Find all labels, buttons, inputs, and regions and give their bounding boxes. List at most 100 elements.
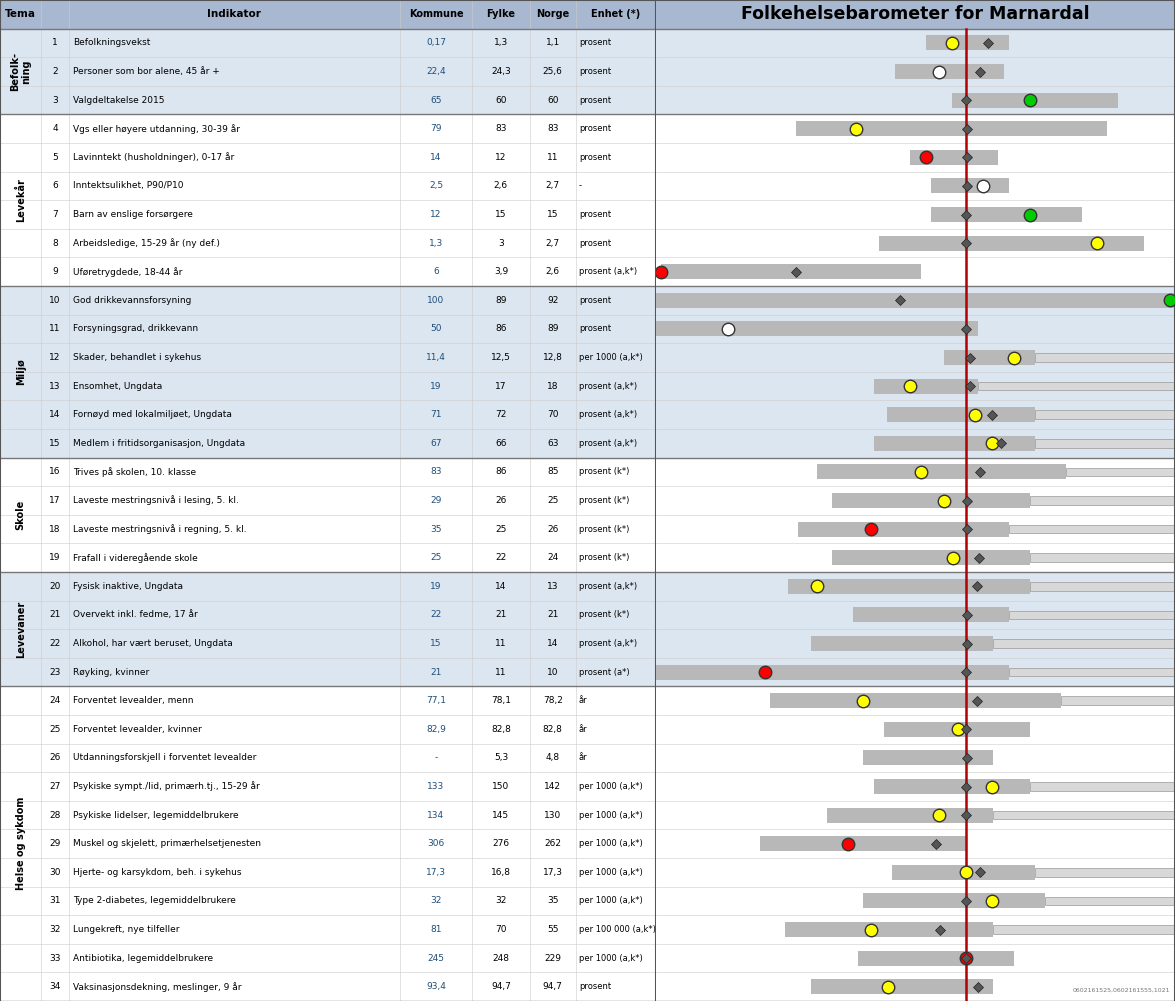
Bar: [656, 601, 1175, 630]
Text: 24: 24: [49, 697, 61, 705]
Text: 18: 18: [548, 381, 558, 390]
Bar: [812, 636, 993, 651]
Text: prosent (k*): prosent (k*): [579, 611, 630, 620]
Text: 262: 262: [544, 839, 562, 848]
Bar: [0, 687, 656, 715]
Bar: [656, 343, 1175, 371]
Text: prosent (k*): prosent (k*): [579, 525, 630, 534]
Text: prosent: prosent: [579, 153, 611, 162]
Text: prosent (a,k*): prosent (a,k*): [579, 582, 637, 591]
Bar: [0, 114, 656, 143]
Text: 94,7: 94,7: [543, 982, 563, 991]
Text: 21: 21: [430, 668, 442, 677]
Bar: [0, 229, 656, 257]
Text: 245: 245: [428, 954, 444, 963]
Text: 55: 55: [548, 925, 558, 934]
Text: 16: 16: [49, 467, 61, 476]
Bar: [1029, 582, 1175, 591]
Text: 150: 150: [492, 782, 510, 791]
Text: 276: 276: [492, 839, 510, 848]
Bar: [0, 257, 656, 286]
Text: 14: 14: [495, 582, 506, 591]
Bar: [656, 114, 1175, 143]
Bar: [0, 972, 656, 1001]
Bar: [1029, 496, 1175, 505]
Bar: [1029, 782, 1175, 791]
Bar: [656, 314, 1175, 343]
Text: 14: 14: [49, 410, 61, 419]
Bar: [0, 887, 656, 915]
Text: Trives på skolen, 10. klasse: Trives på skolen, 10. klasse: [73, 466, 196, 476]
Bar: [853, 608, 1009, 623]
Text: 27: 27: [49, 782, 61, 791]
Bar: [656, 400, 1175, 429]
Bar: [1035, 410, 1175, 419]
Bar: [911, 150, 999, 165]
Text: Tema: Tema: [5, 9, 36, 19]
Bar: [1035, 353, 1175, 361]
Text: 32: 32: [495, 897, 506, 905]
Text: 81: 81: [430, 925, 442, 934]
Bar: [660, 264, 920, 279]
Text: prosent: prosent: [579, 296, 611, 304]
Text: 17: 17: [495, 381, 506, 390]
Text: 6: 6: [52, 181, 58, 190]
Text: Enhet (*): Enhet (*): [591, 9, 640, 19]
Text: 20: 20: [49, 582, 61, 591]
Bar: [1035, 868, 1175, 877]
Text: Indikator: Indikator: [208, 9, 261, 19]
Text: 29: 29: [430, 496, 442, 505]
Bar: [0, 658, 656, 687]
Text: år: år: [579, 697, 588, 705]
Text: 8: 8: [52, 238, 58, 247]
Bar: [656, 457, 1175, 486]
Text: 15: 15: [430, 639, 442, 648]
Text: prosent: prosent: [579, 124, 611, 133]
Text: 21: 21: [495, 611, 506, 620]
Bar: [0, 0, 656, 29]
Text: Barn av enslige forsørgere: Barn av enslige forsørgere: [73, 210, 193, 219]
Text: 5,3: 5,3: [494, 754, 508, 763]
Text: 34: 34: [49, 982, 61, 991]
Text: 229: 229: [544, 954, 562, 963]
Text: 2,7: 2,7: [545, 181, 559, 190]
Text: 10: 10: [49, 296, 61, 304]
Bar: [1061, 697, 1175, 705]
Bar: [656, 658, 1175, 687]
Bar: [0, 601, 656, 630]
Text: Hjerte- og karsykdom, beh. i sykehus: Hjerte- og karsykdom, beh. i sykehus: [73, 868, 241, 877]
Text: 28: 28: [49, 811, 61, 820]
Bar: [656, 687, 1175, 715]
Text: Fylke: Fylke: [486, 9, 516, 19]
Text: 78,2: 78,2: [543, 697, 563, 705]
Bar: [1029, 554, 1175, 562]
Text: 6: 6: [434, 267, 439, 276]
Bar: [978, 381, 1175, 390]
Bar: [864, 751, 993, 766]
Bar: [656, 29, 1175, 57]
Text: 5: 5: [52, 153, 58, 162]
Bar: [0, 86, 656, 114]
Text: 11: 11: [548, 153, 558, 162]
Text: 86: 86: [495, 324, 506, 333]
Text: Forsyningsgrad, drikkevann: Forsyningsgrad, drikkevann: [73, 324, 197, 333]
Text: 29: 29: [49, 839, 61, 848]
Text: prosent: prosent: [579, 324, 611, 333]
Text: 65: 65: [430, 96, 442, 104]
Text: prosent: prosent: [579, 210, 611, 219]
Text: Uføretrygdede, 18-44 år: Uføretrygdede, 18-44 år: [73, 266, 182, 276]
Bar: [0, 286, 656, 314]
Bar: [656, 972, 1175, 1001]
Text: 93,4: 93,4: [427, 982, 446, 991]
Text: Personer som bor alene, 45 år +: Personer som bor alene, 45 år +: [73, 67, 220, 76]
Text: 19: 19: [430, 582, 442, 591]
Bar: [0, 801, 656, 830]
Bar: [1009, 668, 1175, 677]
Text: 86: 86: [495, 467, 506, 476]
Text: prosent: prosent: [579, 238, 611, 247]
Text: 1,3: 1,3: [494, 38, 508, 47]
Text: 11: 11: [49, 324, 61, 333]
Bar: [832, 493, 1029, 508]
Bar: [656, 887, 1175, 915]
Text: 25: 25: [430, 554, 442, 563]
